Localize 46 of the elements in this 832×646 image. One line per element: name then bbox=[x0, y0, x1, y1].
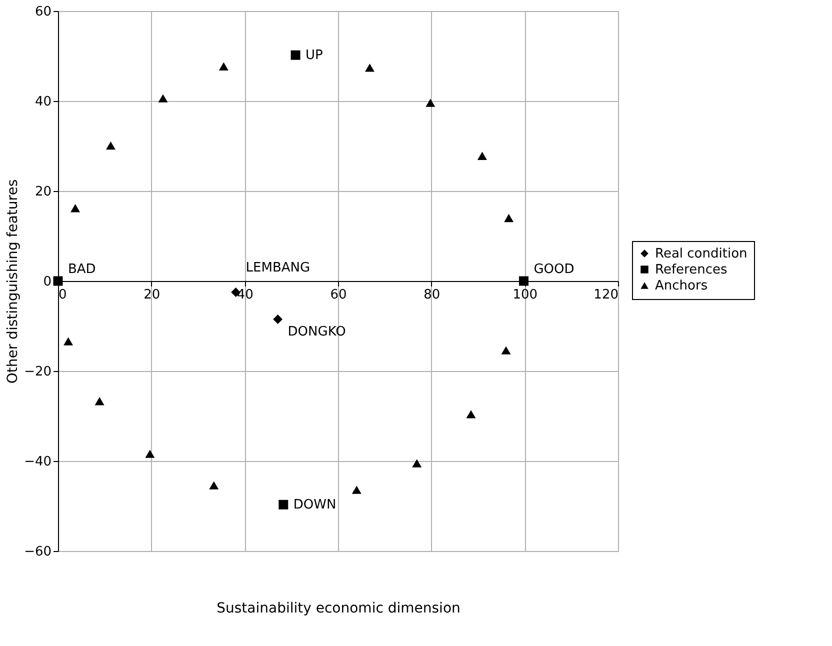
annotation: GOOD bbox=[534, 262, 574, 277]
point bbox=[426, 98, 436, 107]
point bbox=[501, 346, 511, 354]
point bbox=[158, 94, 168, 102]
annotation: DOWN bbox=[293, 498, 336, 513]
point bbox=[145, 450, 155, 458]
point bbox=[352, 486, 362, 494]
point bbox=[364, 64, 374, 72]
annotation: UP bbox=[306, 48, 324, 64]
x-axis-title: Sustainability economic dimension bbox=[216, 600, 460, 616]
point bbox=[290, 50, 300, 60]
point bbox=[466, 410, 476, 418]
annotation: BAD bbox=[68, 262, 96, 277]
x-tick-label: 60 bbox=[330, 288, 347, 302]
point bbox=[504, 214, 514, 222]
y-tick-label: −40 bbox=[24, 454, 52, 470]
point bbox=[70, 204, 80, 212]
point bbox=[94, 397, 104, 406]
y-axis-title: Other distinguishing features bbox=[5, 179, 22, 384]
y-tick-label: 20 bbox=[34, 184, 52, 200]
point bbox=[209, 481, 219, 490]
point bbox=[412, 459, 422, 468]
point bbox=[477, 152, 487, 160]
x-tick-label: 120 bbox=[594, 288, 618, 302]
y-tick-label: −60 bbox=[24, 544, 52, 560]
point bbox=[273, 314, 283, 324]
y-tick-label: 60 bbox=[34, 4, 52, 20]
x-tick-label: 100 bbox=[512, 288, 538, 302]
y-tick-label: −20 bbox=[24, 364, 52, 380]
point bbox=[278, 500, 288, 510]
x-tick-label: 40 bbox=[236, 288, 254, 302]
point bbox=[106, 141, 116, 150]
x-tick-label: 80 bbox=[424, 288, 440, 302]
legend-label: Real condition bbox=[655, 246, 748, 262]
point bbox=[518, 276, 528, 286]
point bbox=[53, 276, 63, 286]
x-tick-label: 0 bbox=[58, 288, 67, 302]
point bbox=[218, 62, 228, 70]
point bbox=[64, 337, 74, 346]
x-tick-label: 20 bbox=[144, 288, 160, 302]
y-tick-label: 0 bbox=[43, 274, 52, 290]
annotation: LEMBANG bbox=[246, 260, 310, 276]
y-tick-label: 40 bbox=[34, 94, 52, 110]
annotation: DONGKO bbox=[288, 324, 346, 340]
legend-label: References bbox=[655, 262, 728, 278]
legend-label: Anchors bbox=[655, 278, 708, 294]
